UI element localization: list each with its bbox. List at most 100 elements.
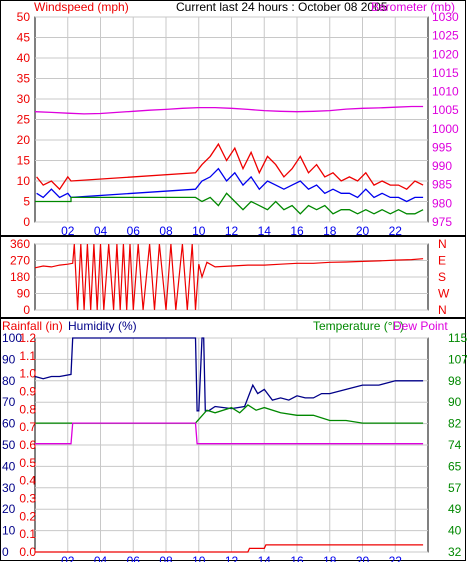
wind-series-line — [36, 142, 424, 191]
barometer-y-tick-label: 985 — [432, 178, 452, 192]
humidity-y-tick-label: 20 — [2, 502, 16, 516]
wind-x-tick-label: 20 — [356, 224, 370, 238]
rain-x-tick-label: 20 — [356, 554, 370, 562]
wind-y-tick-label: 15 — [17, 154, 31, 168]
barometer-axis-title: Barometer (mb) — [371, 0, 455, 14]
direction-compass-label: S — [438, 270, 446, 284]
temperature-y-tick-label: 40 — [448, 524, 462, 538]
series-layer — [34, 105, 424, 553]
direction-compass-label: N — [438, 303, 447, 317]
rain-series-line — [34, 337, 424, 412]
rain-x-tick-label: 06 — [127, 554, 141, 562]
direction-compass-label: W — [438, 287, 450, 301]
barometer-y-tick-label: 995 — [432, 140, 452, 154]
wind-y-tick-label: 10 — [17, 174, 31, 188]
barometer-y-tick-label: 980 — [432, 196, 452, 210]
direction-compass-label: N — [438, 237, 447, 251]
rainfall-y-tick-label: 0.8 — [19, 402, 36, 416]
chart-title: Current last 24 hours : October 08 2005 — [176, 0, 388, 14]
direction-y-tick-label: 360 — [10, 237, 30, 251]
barometer-y-tick-label: 1005 — [432, 103, 459, 117]
wind-x-tick-label: 10 — [192, 224, 206, 238]
barometer-y-tick-label: 975 — [432, 215, 452, 229]
wind-y-tick-label: 20 — [17, 133, 31, 147]
direction-y-tick-label: 90 — [17, 287, 31, 301]
temperature-y-tick-label: 57 — [448, 481, 462, 495]
rainfall-y-tick-label: 0.7 — [19, 420, 36, 434]
temperature-y-tick-label: 115 — [448, 331, 467, 345]
wind-x-tick-label: 16 — [290, 224, 304, 238]
rain-series-line — [35, 544, 424, 553]
panel-border-rain — [0, 318, 466, 561]
rainfall-y-tick-label: 0.3 — [19, 492, 36, 506]
humidity-y-tick-label: 100 — [2, 331, 22, 345]
rainfall-y-tick-label: 0.2 — [19, 509, 36, 523]
humidity-y-tick-label: 70 — [2, 395, 16, 409]
humidity-y-tick-label: 60 — [2, 417, 16, 431]
wind-y-tick-label: 25 — [17, 113, 31, 127]
wind-y-tick-label: 45 — [17, 31, 31, 45]
direction-y-tick-label: 270 — [10, 254, 30, 268]
wind-series-line — [35, 192, 424, 215]
wind-y-tick-label: 5 — [23, 195, 30, 209]
rain-x-tick-label: 12 — [225, 554, 239, 562]
wind-x-tick-label: 08 — [159, 224, 173, 238]
wind-y-tick-label: 0 — [23, 215, 30, 229]
humidity-axis-title: Humidity (%) — [68, 319, 137, 333]
wind-y-tick-label: 50 — [17, 10, 31, 24]
humidity-y-tick-label: 50 — [2, 438, 16, 452]
humidity-y-tick-label: 10 — [2, 524, 16, 538]
rain-x-tick-label: 22 — [389, 554, 403, 562]
temperature-y-tick-label: 65 — [448, 459, 462, 473]
rainfall-axis-title: Rainfall (in) — [2, 319, 63, 333]
windspeed-axis-title: Windspeed (mph) — [34, 0, 129, 14]
wind-x-tick-label: 02 — [61, 224, 75, 238]
tick-layer: 02 04 06 08 10 12 14 16 18 20 22051015202530354045… — [2, 10, 467, 562]
barometer-y-tick-label: 1010 — [432, 85, 459, 99]
direction-y-tick-label: 0 — [23, 303, 30, 317]
panel-border-direction — [0, 236, 466, 318]
humidity-y-tick-label: 30 — [2, 481, 16, 495]
wind-x-tick-label: 06 — [127, 224, 141, 238]
rain-series-line — [35, 404, 424, 424]
barometer-y-tick-label: 1000 — [432, 122, 459, 136]
temperature-y-tick-label: 74 — [448, 438, 462, 452]
rain-series-line — [35, 422, 424, 445]
wind-x-tick-label: 12 — [225, 224, 239, 238]
rain-x-tick-label: 10 — [192, 554, 206, 562]
barometer-y-tick-label: 990 — [432, 159, 452, 173]
rain-x-tick-label: 18 — [323, 554, 337, 562]
rainfall-y-tick-label: 0.9 — [19, 385, 36, 399]
wind-y-tick-label: 40 — [17, 51, 31, 65]
wind-series-line — [36, 167, 424, 203]
direction-compass-label: E — [438, 254, 446, 268]
panel-border-wind — [0, 0, 466, 236]
rain-x-tick-label: 16 — [290, 554, 304, 562]
rainfall-y-tick-label: 0.5 — [19, 456, 36, 470]
rain-x-tick-label: 02 — [61, 554, 75, 562]
rainfall-y-tick-label: 0.4 — [19, 474, 36, 488]
barometer-y-tick-label: 1025 — [432, 29, 459, 43]
dewpoint-axis-title: Dew Point — [393, 319, 448, 333]
humidity-y-tick-label: 80 — [2, 374, 16, 388]
grid-layer — [34, 16, 429, 553]
direction-y-tick-label: 180 — [10, 270, 30, 284]
temperature-y-tick-label: 32 — [448, 545, 462, 559]
humidity-y-tick-label: 0 — [2, 545, 9, 559]
barometer-y-tick-label: 1015 — [432, 66, 459, 80]
barometer-y-tick-label: 1020 — [432, 47, 459, 61]
temperature-y-tick-label: 98 — [448, 374, 462, 388]
wind-x-tick-label: 22 — [389, 224, 403, 238]
barometer-y-tick-label: 1030 — [432, 10, 459, 24]
temperature-y-tick-label: 82 — [448, 417, 462, 431]
rainfall-y-tick-label: 0.1 — [19, 527, 36, 541]
direction-series-line — [34, 243, 424, 311]
rainfall-y-tick-label: 1.2 — [19, 331, 36, 345]
rainfall-y-tick-label: 0.6 — [19, 438, 36, 452]
rainfall-y-tick-label: 0.0 — [19, 545, 36, 559]
humidity-y-tick-label: 40 — [2, 459, 16, 473]
rain-x-tick-label: 08 — [159, 554, 173, 562]
rain-x-tick-label: 14 — [258, 554, 272, 562]
